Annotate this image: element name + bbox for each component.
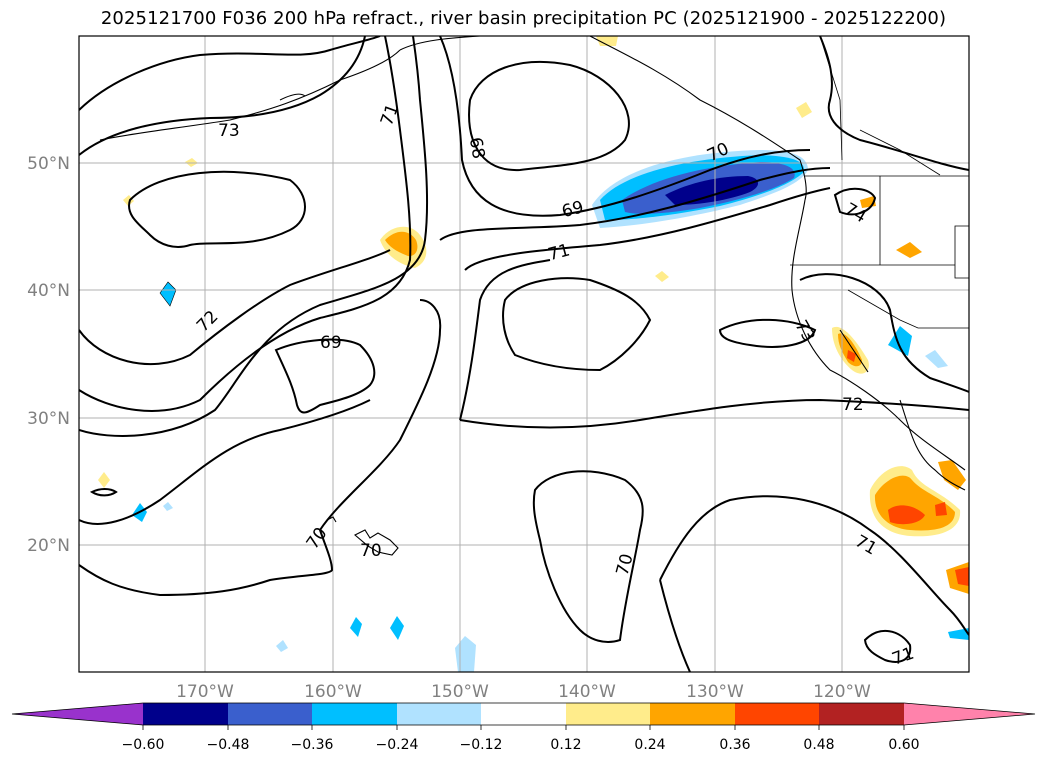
- colorbar-segment: [312, 703, 397, 725]
- colorbar-segment: [228, 703, 312, 725]
- coastlines: [99, 36, 966, 556]
- lon-tick-label: 140°W: [558, 682, 616, 702]
- map-frame: [78, 35, 970, 673]
- colorbar-tick-label: −0.12: [460, 737, 503, 753]
- lat-tick-label: 30°N: [27, 409, 70, 429]
- colorbar-tick-label: 0.24: [634, 737, 665, 753]
- colorbar-tick-label: −0.48: [207, 737, 250, 753]
- colorbar-extend-high: [904, 703, 1035, 725]
- colorbar-segment: [650, 703, 735, 725]
- lat-tick-label: 40°N: [27, 281, 70, 301]
- lon-tick-label: 160°W: [304, 682, 362, 702]
- map-area: [79, 36, 969, 672]
- map-title: 2025121700 F036 200 hPa refract., river …: [100, 8, 947, 29]
- lat-tick-label: 50°N: [27, 154, 70, 174]
- contour-label: 68: [465, 136, 488, 161]
- colorbar-segment: [481, 703, 566, 725]
- colorbar-segment: [397, 703, 481, 725]
- colorbar-segment: [566, 703, 650, 725]
- colorbar-segment: [735, 703, 819, 725]
- lat-tick-label: 20°N: [27, 536, 70, 556]
- colorbar-tick-label: −0.24: [376, 737, 419, 753]
- colorbar-segment: [143, 703, 228, 725]
- contour-label: 73: [218, 121, 240, 141]
- lon-tick-label: 120°W: [813, 682, 871, 702]
- colorbar-tick-label: −0.60: [122, 737, 165, 753]
- colorbar-tick-label: 0.60: [888, 737, 919, 753]
- lat-tick-labels: 50°N 40°N 30°N 20°N: [27, 154, 70, 556]
- colorbar-extend-low: [12, 703, 143, 725]
- colorbar-tick-label: 0.36: [719, 737, 750, 753]
- lon-tick-labels: 170°W 160°W 150°W 140°W 130°W 120°W: [176, 682, 871, 702]
- lon-tick-label: 170°W: [176, 682, 234, 702]
- colorbar: −0.60 −0.48 −0.36 −0.24 −0.12 0.12 0.24 …: [11, 702, 1036, 753]
- lon-tick-label: 150°W: [431, 682, 489, 702]
- colorbar-tick-label: −0.36: [291, 737, 334, 753]
- lon-tick-label: 130°W: [686, 682, 744, 702]
- colorbar-segment: [819, 703, 904, 725]
- refractivity-contours: [79, 36, 969, 672]
- colorbar-ticks: [142, 725, 905, 730]
- colorbar-tick-labels: −0.60 −0.48 −0.36 −0.24 −0.12 0.12 0.24 …: [122, 737, 920, 753]
- contour-label: 72: [842, 395, 864, 415]
- contour-label: 70: [360, 541, 382, 561]
- colorbar-tick-label: 0.48: [803, 737, 834, 753]
- colorbar-tick-label: 0.12: [550, 737, 581, 753]
- precip-negative-band: [592, 150, 808, 228]
- contour-label: 69: [320, 333, 342, 353]
